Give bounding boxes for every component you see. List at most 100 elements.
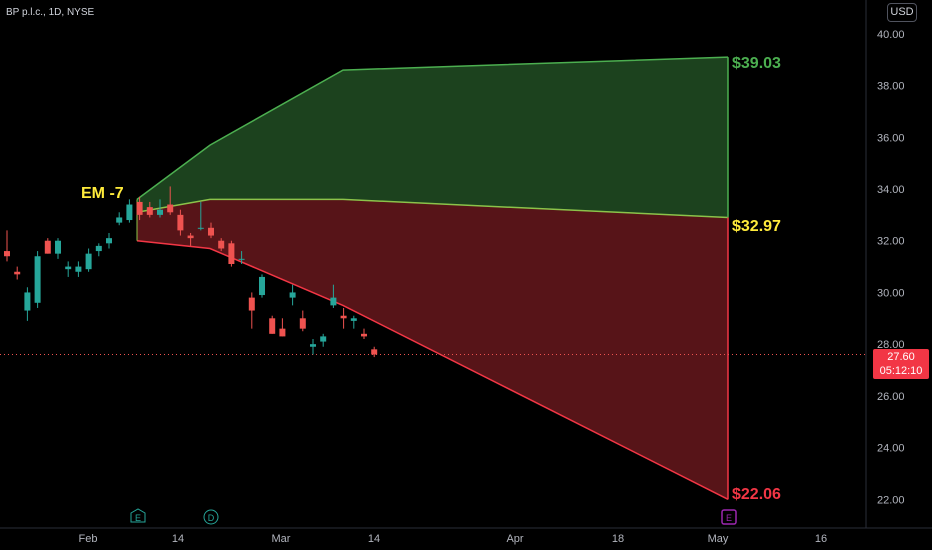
candle-body [197,227,204,229]
candle [299,310,306,332]
candle-body [299,318,306,329]
candle [65,261,72,277]
y-tick-label: 34.00 [877,184,905,196]
candle [330,284,337,308]
y-tick-label: 22.00 [877,494,905,506]
candle [177,209,184,236]
lower-band-line [136,239,729,500]
candle [24,287,31,321]
event-marker-label: D [208,513,215,523]
candle-body [95,245,102,252]
candle-body [146,207,153,215]
bullish-zone [137,57,728,218]
candle-body [248,297,255,311]
candle-body [34,256,41,303]
x-tick-label: Apr [506,533,523,545]
candle-body [75,266,82,272]
candle-body [44,240,51,254]
upper-target-label: $39.03 [732,55,781,72]
x-tick-label: 14 [368,533,380,545]
x-tick-label: Feb [79,533,98,545]
candle-body [289,292,296,298]
y-tick-label: 28.00 [877,339,905,351]
candle [167,186,174,215]
time-axis[interactable]: Feb 14 Mar 14 Apr 18 May 16 [79,533,828,545]
candle [55,238,61,259]
candle [4,230,10,262]
candle [361,328,367,339]
x-tick-label: 18 [612,533,624,545]
candle [371,346,378,358]
candle-body [218,240,225,249]
candle-body [350,318,357,321]
candle-body [371,349,378,355]
candle [85,248,92,272]
candle-body [187,235,194,239]
y-tick-label: 30.00 [877,287,905,299]
candle-body [259,276,265,296]
x-tick-label: 16 [815,533,827,545]
x-tick-label: May [708,533,729,545]
candle [95,243,102,257]
candle [116,212,123,226]
candle [157,199,163,218]
candle-body [4,251,10,257]
x-tick-label: 14 [172,533,184,545]
candle-body [24,292,31,311]
y-tick-label: 40.00 [877,29,905,41]
currency-button[interactable]: USD [887,3,917,22]
candle [197,201,204,231]
candle [126,199,133,223]
candle-body [106,238,112,244]
candle-body [126,204,133,221]
candle [146,201,153,218]
candle [34,251,41,308]
event-marker-label: E [726,513,732,523]
candle-body [136,201,143,215]
dividend-marker[interactable]: D [203,509,219,525]
event-marker-label: E [135,513,141,523]
candle-body [310,344,316,347]
candle [208,222,214,239]
candle [14,266,21,280]
candle [136,196,143,221]
bar-countdown: 05:12:10 [879,365,923,377]
expected-move-bands [136,56,729,500]
current-price-value: 27.60 [887,351,915,363]
dividend-marker-shape [203,509,219,525]
candle-body [177,214,184,231]
earnings-marker-shape [130,508,146,523]
candle-body [279,328,286,337]
candles [4,186,378,358]
earnings-marker[interactable]: E [130,508,146,523]
candle [238,251,245,264]
candle [187,232,194,246]
price-axis[interactable]: 40.00 38.00 36.00 34.00 32.00 30.00 28.00 26.00… [877,29,905,506]
candle-body [55,240,61,254]
middle-band-line [136,198,729,219]
earnings-marker-shape [721,509,737,525]
candle [75,261,82,277]
candle-body [238,258,245,260]
upper-band-line [136,56,729,201]
candle-body [208,227,214,236]
candle-body [14,271,21,275]
y-tick-label: 32.00 [877,236,905,248]
candle-body [167,204,174,213]
candle-body [269,318,276,334]
earnings-marker[interactable]: E [721,509,737,525]
candle-body [85,253,92,270]
y-tick-label: 24.00 [877,443,905,455]
candle [340,307,347,329]
lower-target-label: $22.06 [732,486,781,503]
candle [106,232,112,249]
candle [320,333,327,347]
x-tick-label: Mar [272,533,291,545]
candle [44,238,51,254]
candle [228,240,235,267]
candle [248,292,255,329]
y-tick-label: 38.00 [877,81,905,93]
candle [350,315,357,329]
